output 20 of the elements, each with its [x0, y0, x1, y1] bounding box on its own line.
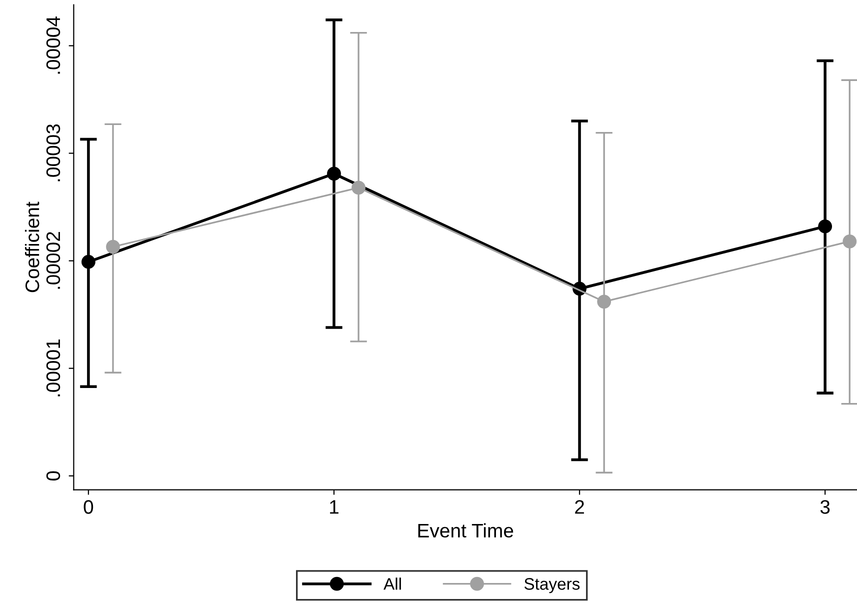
point	[842, 234, 857, 248]
legend-label: All	[384, 578, 401, 590]
point	[597, 294, 612, 309]
y-tick-label: .00003	[46, 124, 60, 182]
x-axis-title: Event Time	[418, 523, 514, 538]
x-tick-label: 1	[330, 500, 338, 514]
point	[327, 166, 341, 181]
y-tick-label: .00002	[46, 232, 60, 289]
x-tick-label: 3	[820, 500, 830, 514]
y-tick-label: .00004	[46, 16, 60, 74]
y-tick-label: .00001	[46, 340, 60, 396]
point	[106, 240, 120, 254]
point	[352, 180, 366, 195]
point	[818, 219, 832, 234]
y-axis-title: Coefficient	[24, 202, 40, 292]
x-tick-label: 0	[84, 500, 94, 514]
legend-label: Stayers	[524, 578, 580, 594]
y-tick-label: 0	[46, 471, 60, 481]
x-tick-label: 2	[575, 500, 584, 514]
point	[81, 254, 96, 269]
